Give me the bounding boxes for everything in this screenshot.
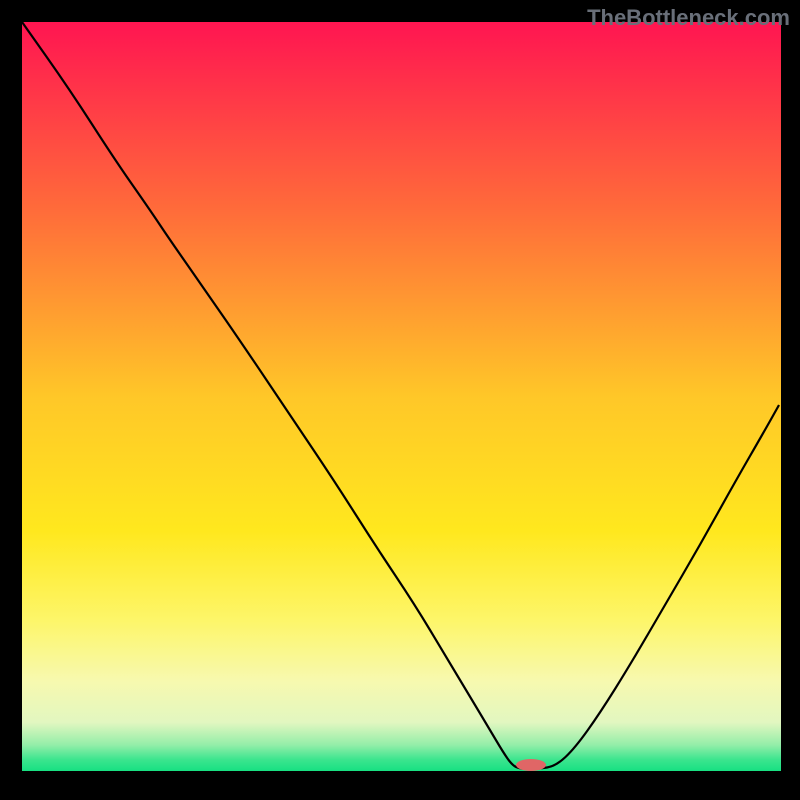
chart-container: { "chart": { "type": "line-over-gradient… [0, 0, 800, 800]
optimum-marker [516, 759, 546, 771]
watermark-text: TheBottleneck.com [587, 5, 790, 31]
plot-area [22, 22, 781, 771]
bottleneck-chart [0, 0, 800, 800]
